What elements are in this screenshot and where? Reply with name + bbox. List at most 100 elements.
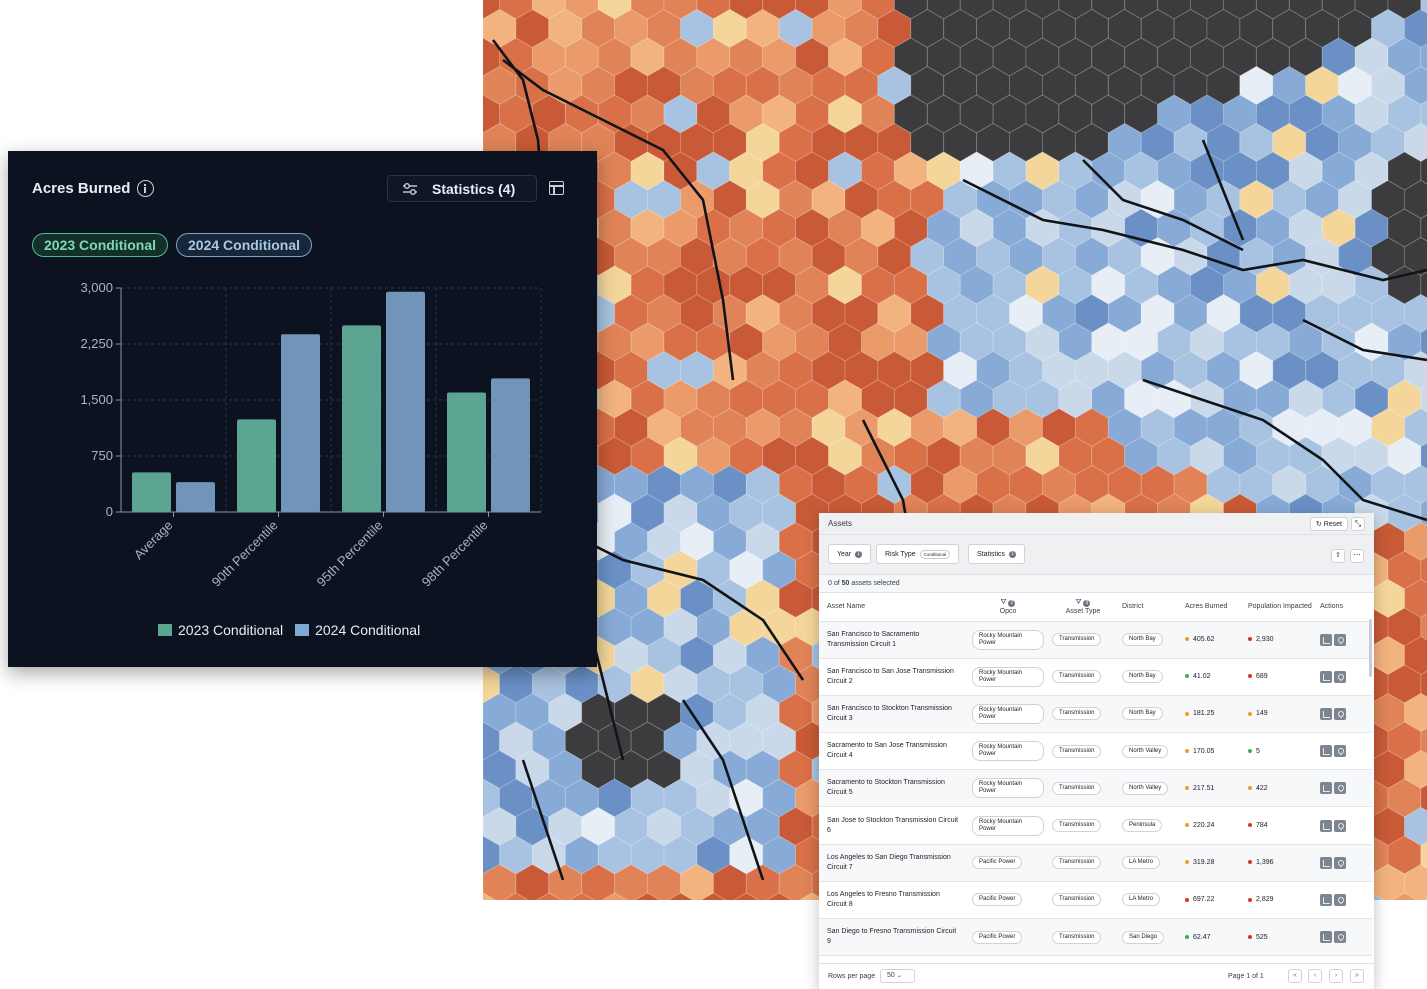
filter-icon[interactable]: ⛛	[1000, 598, 1007, 606]
opco-pill: Pacific Power	[972, 893, 1023, 907]
col-district[interactable]: District	[1114, 593, 1177, 622]
year-filter-button[interactable]: Year 1	[828, 544, 872, 564]
asset-name[interactable]: Sacramento to San Jose Transmission Circ…	[819, 732, 964, 771]
y-tick-label: 2,250	[80, 336, 113, 351]
population-value: 2,829	[1256, 896, 1274, 904]
asset-name[interactable]: San Francisco to San Jose Transmission C…	[819, 658, 964, 696]
info-icon[interactable]	[137, 180, 154, 197]
rows-per-page-select[interactable]: 50 ⌄	[880, 969, 915, 983]
locate-action-icon[interactable]	[1334, 633, 1346, 646]
chart-action-icon[interactable]	[1320, 670, 1332, 683]
chart-action-icon[interactable]	[1320, 633, 1332, 646]
chart-action-icon[interactable]	[1320, 931, 1332, 944]
asset-type-pill: Transmission	[1052, 744, 1102, 758]
col-population-impacted[interactable]: Population Impacted	[1240, 593, 1312, 622]
locate-action-icon[interactable]	[1334, 707, 1346, 720]
transmission-line[interactable]	[1082, 159, 1244, 252]
hex-cell	[700, 892, 727, 900]
asset-name[interactable]: Sacramento to Stockton Transmission Circ…	[819, 769, 964, 808]
locate-action-icon[interactable]	[1334, 931, 1346, 944]
chip-2024-conditional[interactable]: 2024 Conditional	[176, 233, 313, 257]
legend-item-2023[interactable]: 2023 Conditional	[158, 622, 283, 638]
locate-action-icon[interactable]	[1334, 856, 1346, 869]
y-tick-label: 750	[91, 448, 113, 463]
statistics-button[interactable]: Statistics (4)	[387, 175, 537, 202]
chip-2023-conditional[interactable]: 2023 Conditional	[32, 233, 169, 257]
transmission-line[interactable]	[1302, 318, 1427, 362]
table-scrollbar[interactable]	[1369, 619, 1372, 677]
transmission-line[interactable]	[521, 759, 565, 881]
acres-cell: 62.47	[1177, 918, 1240, 957]
chart-action-icon[interactable]	[1320, 856, 1332, 869]
chart-action-icon[interactable]	[1320, 782, 1332, 795]
transmission-line[interactable]	[1142, 378, 1427, 522]
transmission-line[interactable]	[681, 699, 765, 881]
risk-type-filter-button[interactable]: Risk Type Conditional	[876, 544, 960, 564]
locate-action-icon[interactable]	[1334, 745, 1346, 758]
table-row[interactable]: San Francisco to Stockton Transmission C…	[819, 695, 1372, 734]
last-page-icon[interactable]: »	[1350, 969, 1364, 983]
col-acres-burned[interactable]: Acres Burned	[1177, 593, 1240, 622]
table-row[interactable]: Los Angeles to San Diego Transmission Ci…	[819, 844, 1372, 882]
acres-value: 217.51	[1193, 784, 1215, 792]
type-cell: Transmission	[1044, 844, 1114, 882]
type-cell: Transmission	[1044, 806, 1114, 845]
table-row[interactable]: Sacramento to Stockton Transmission Circ…	[819, 769, 1372, 808]
first-page-icon[interactable]: «	[1288, 969, 1302, 983]
col-asset-type[interactable]: ⛛ 3 Asset Type	[1044, 593, 1114, 622]
asset-name[interactable]: Los Angeles to Fresno Transmission Circu…	[819, 881, 964, 920]
table-row[interactable]: San Francisco to Sacramento Transmission…	[819, 621, 1372, 659]
chart-action-icon[interactable]	[1320, 707, 1332, 720]
prev-page-icon[interactable]: ‹	[1308, 969, 1322, 983]
locate-action-icon[interactable]	[1334, 819, 1346, 832]
acres-cell: 697.22	[1177, 881, 1240, 920]
bar-2023-average	[132, 472, 171, 512]
status-dot	[1248, 674, 1252, 679]
asset-name[interactable]: San Francisco to Sacramento Transmission…	[819, 621, 964, 659]
assets-filter-bar: Year 1 Risk Type Conditional Statistics 1	[819, 535, 1374, 575]
hex-cell	[798, 892, 826, 900]
transmission-line[interactable]	[1201, 139, 1245, 241]
bar-2024-95th-percentile	[386, 291, 425, 512]
status-dot	[1185, 897, 1189, 902]
table-row[interactable]: San Jose to Stockton Transmission Circui…	[819, 806, 1372, 845]
chart-action-icon[interactable]	[1320, 819, 1332, 832]
district-pill: North Bay	[1122, 707, 1163, 721]
locate-action-icon[interactable]	[1334, 670, 1346, 683]
asset-name[interactable]: Los Angeles to San Diego Transmission Ci…	[819, 844, 964, 882]
next-page-icon[interactable]: ›	[1329, 969, 1343, 983]
filter-icon[interactable]: ⛛	[1075, 598, 1082, 606]
more-icon[interactable]: ⋯	[1350, 549, 1364, 563]
assets-title: Assets	[828, 519, 853, 528]
status-dot	[1185, 711, 1189, 716]
table-row[interactable]: Sacramento to San Jose Transmission Circ…	[819, 732, 1372, 771]
locate-action-icon[interactable]	[1334, 893, 1346, 906]
transmission-line[interactable]	[962, 178, 1427, 282]
sliders-icon	[402, 182, 418, 196]
table-row[interactable]: San Francisco to San Jose Transmission C…	[819, 658, 1372, 696]
asset-name[interactable]: San Diego to Fresno Transmission Circuit…	[819, 918, 964, 957]
reset-button[interactable]: ↻ Reset	[1309, 517, 1348, 531]
table-icon[interactable]	[549, 181, 564, 195]
opco-cell: Pacific Power	[964, 844, 1044, 882]
chart-action-icon[interactable]	[1320, 745, 1332, 758]
district-pill: North Bay	[1122, 670, 1163, 684]
transmission-line[interactable]	[502, 58, 735, 381]
locate-action-icon[interactable]	[1334, 782, 1346, 795]
legend-item-2024[interactable]: 2024 Conditional	[295, 622, 420, 638]
asset-name[interactable]: San Francisco to Stockton Transmission C…	[819, 695, 964, 734]
table-row[interactable]: Los Angeles to Fresno Transmission Circu…	[819, 881, 1372, 920]
col-asset-name[interactable]: Asset Name	[819, 593, 964, 622]
population-value: 149	[1256, 710, 1268, 718]
share-icon[interactable]: ⇧	[1331, 549, 1345, 563]
population-value: 689	[1256, 673, 1268, 681]
col-opco[interactable]: ⛛ 2 Opco	[964, 593, 1044, 622]
table-row[interactable]: San Diego to Fresno Transmission Circuit…	[819, 918, 1372, 957]
chart-action-icon[interactable]	[1320, 893, 1332, 906]
collapse-icon[interactable]: ⤡	[1351, 517, 1365, 531]
assets-header: Assets ↻ Reset ⤡	[819, 513, 1374, 535]
asset-name[interactable]: San Jose to Stockton Transmission Circui…	[819, 806, 964, 845]
statistics-filter-button[interactable]: Statistics 1	[968, 544, 1026, 564]
population-cell: 149	[1240, 695, 1312, 734]
opco-pill: Rocky Mountain Power	[972, 666, 1044, 687]
